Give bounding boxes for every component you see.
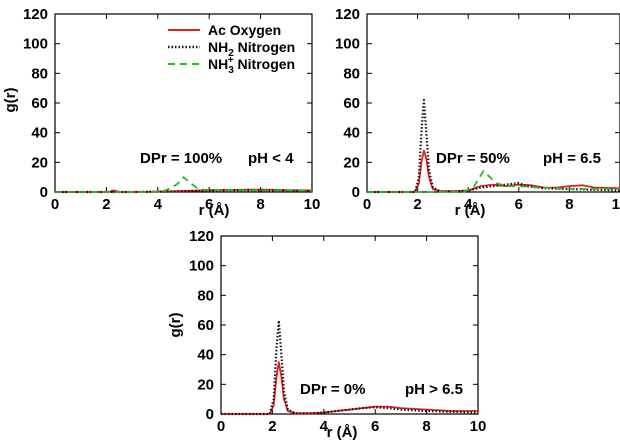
y-tick-label: 80	[31, 65, 48, 82]
panel-1: 0 20 40 60 80 100 120 0 2 4 6 8 10 g(r) r (Å) DPr = 100…	[2, 6, 320, 219]
x-tick-label: 2	[102, 196, 110, 213]
x-tick-label: 6	[371, 418, 379, 435]
y-tick-label: 40	[197, 347, 214, 364]
y-tick-label: 20	[31, 154, 48, 171]
x-tick-label: 8	[422, 418, 430, 435]
y-tick-label: 100	[23, 36, 48, 53]
y-tick-label: 20	[343, 154, 360, 171]
x-axis-label: r (Å)	[199, 202, 230, 219]
y-axis-label: g(r)	[2, 88, 19, 113]
x-tick-label: 10	[304, 196, 321, 213]
x-tick-label: 0	[51, 196, 59, 213]
y-tick-label: 60	[197, 317, 214, 334]
panel-3: 0 20 40 60 80 100 120 0 2 4 6 8 10 g(r) r (Å) DPr = 0% p…	[167, 228, 486, 441]
annotation: pH = 6.5	[543, 150, 601, 167]
y-tick-label: 120	[23, 6, 48, 23]
x-tick-label: 8	[565, 196, 573, 213]
x-tick-label: 0	[217, 418, 225, 435]
series-line-2	[55, 189, 313, 194]
y-tick-label: 120	[335, 6, 360, 23]
series-line-3	[367, 170, 620, 193]
x-tick-label: 8	[256, 196, 264, 213]
panel-2: 0 20 40 60 80 100 120 0 2 4 6 8 10 r (Å) DPr = 50% pH =…	[335, 6, 620, 219]
annotation: pH > 6.5	[405, 381, 463, 398]
y-tick-label: 20	[197, 376, 214, 393]
annotation: pH < 4	[248, 150, 294, 167]
x-tick-label: 4	[154, 196, 163, 213]
series-line-1	[367, 149, 620, 193]
y-axis-label: g(r)	[167, 313, 184, 338]
x-tick-label: 4	[320, 418, 329, 435]
y-tick-label: 60	[343, 95, 360, 112]
legend-label: NH2 Nitrogen	[208, 39, 295, 59]
x-tick-label: 10	[612, 196, 620, 213]
y-tick-label: 80	[343, 65, 360, 82]
annotation: DPr = 100%	[140, 150, 222, 167]
y-tick-label: 80	[197, 287, 214, 304]
y-tick-label: 60	[31, 95, 48, 112]
x-tick-label: 6	[515, 196, 523, 213]
x-axis-label: r (Å)	[455, 202, 486, 219]
x-axis-label: r (Å)	[327, 424, 358, 441]
y-tick-label: 120	[189, 228, 214, 245]
annotation: DPr = 50%	[436, 150, 510, 167]
x-tick-label: 2	[413, 196, 421, 213]
legend-label: Ac Oxygen	[208, 22, 281, 38]
series-line-3	[55, 176, 313, 193]
series-line-2	[221, 319, 479, 416]
y-tick-label: 0	[352, 184, 360, 201]
y-tick-label: 0	[206, 406, 214, 423]
x-tick-label: 0	[363, 196, 371, 213]
x-tick-label: 2	[268, 418, 276, 435]
y-tick-label: 100	[335, 36, 360, 53]
annotation: DPr = 0%	[300, 381, 365, 398]
y-tick-label: 40	[343, 125, 360, 142]
y-tick-label: 0	[40, 184, 48, 201]
series-line-2	[367, 98, 620, 194]
y-tick-label: 100	[189, 258, 214, 275]
y-tick-label: 40	[31, 125, 48, 142]
x-tick-label: 10	[470, 418, 487, 435]
x-tick-label: 6	[205, 196, 213, 213]
legend-label: NH3+ Nitrogen	[208, 55, 295, 76]
x-tick-label: 4	[464, 196, 473, 213]
